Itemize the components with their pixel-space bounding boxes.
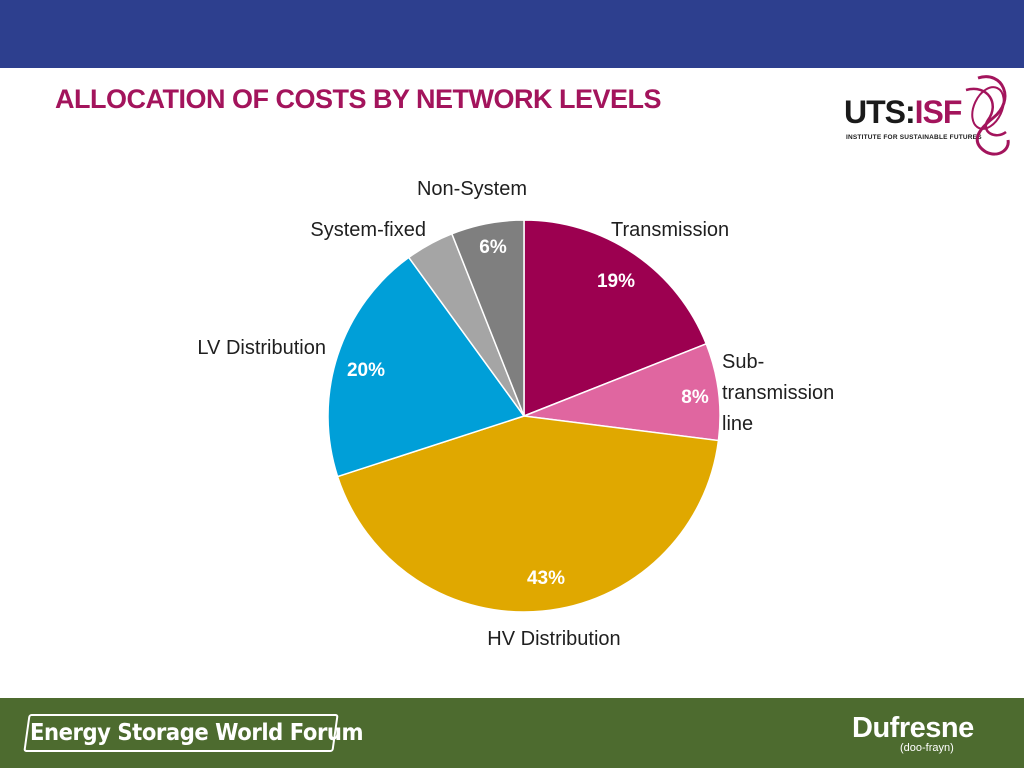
dufresne-pronunciation: (doo-frayn) bbox=[900, 742, 954, 754]
pie-percent-label: 43% bbox=[527, 568, 565, 589]
pie-slice-non-system bbox=[450, 219, 525, 417]
pie-percent-label: 20% bbox=[347, 360, 385, 381]
pie-percent-label: 19% bbox=[597, 271, 635, 292]
pie-chart: 19% 8% 43% 20% 6% Transmission Sub-transmissi… bbox=[197, 178, 834, 650]
pie-category-label: HV Distribution bbox=[487, 628, 620, 650]
pie-category-labels: Transmission Sub-transmission line HV Distr… bbox=[197, 178, 834, 650]
pie-percent-label: 8% bbox=[681, 387, 709, 408]
pie-slice-hv-distribution bbox=[336, 415, 720, 613]
energy-storage-world-forum-logo: Energy Storage World Forum bbox=[23, 714, 364, 754]
uts-isf-wordmark: UTS:ISF bbox=[844, 94, 963, 131]
esw-logo-text: Energy Storage World Forum bbox=[30, 720, 364, 746]
pie-slice-sub-transmission-line bbox=[523, 342, 721, 442]
pie-category-label: Non-System bbox=[417, 178, 527, 200]
isf-wordmark: ISF bbox=[914, 94, 963, 130]
pie-category-label: Sub-transmission line bbox=[722, 351, 834, 435]
pie-slice-transmission bbox=[523, 219, 708, 418]
pie-slices bbox=[327, 219, 721, 613]
pie-category-label: System-fixed bbox=[310, 219, 426, 241]
pie-percent-label: 6% bbox=[479, 237, 507, 258]
dufresne-name: Dufresne bbox=[852, 712, 974, 744]
pie-category-label: Transmission bbox=[611, 219, 729, 241]
uts-isf-tagline: INSTITUTE FOR SUSTAINABLE FUTURES bbox=[846, 134, 982, 141]
pie-percent-labels: 19% 8% 43% 20% 6% bbox=[347, 237, 709, 589]
ribbon-swirl-icon bbox=[965, 75, 1010, 156]
uts-wordmark: UTS: bbox=[844, 94, 916, 130]
footer-bar bbox=[0, 698, 1024, 768]
uts-isf-logo: UTS:ISF INSTITUTE FOR SUSTAINABLE FUTURE… bbox=[838, 70, 1018, 160]
slide-title: ALLOCATION OF COSTS BY NETWORK LEVELS bbox=[55, 84, 662, 114]
header-bar bbox=[0, 0, 1024, 68]
pie-category-label: LV Distribution bbox=[197, 337, 326, 359]
dufresne-logo: Dufresne (doo-frayn) bbox=[852, 712, 1002, 758]
pie-slice-lv-distribution bbox=[327, 256, 526, 478]
